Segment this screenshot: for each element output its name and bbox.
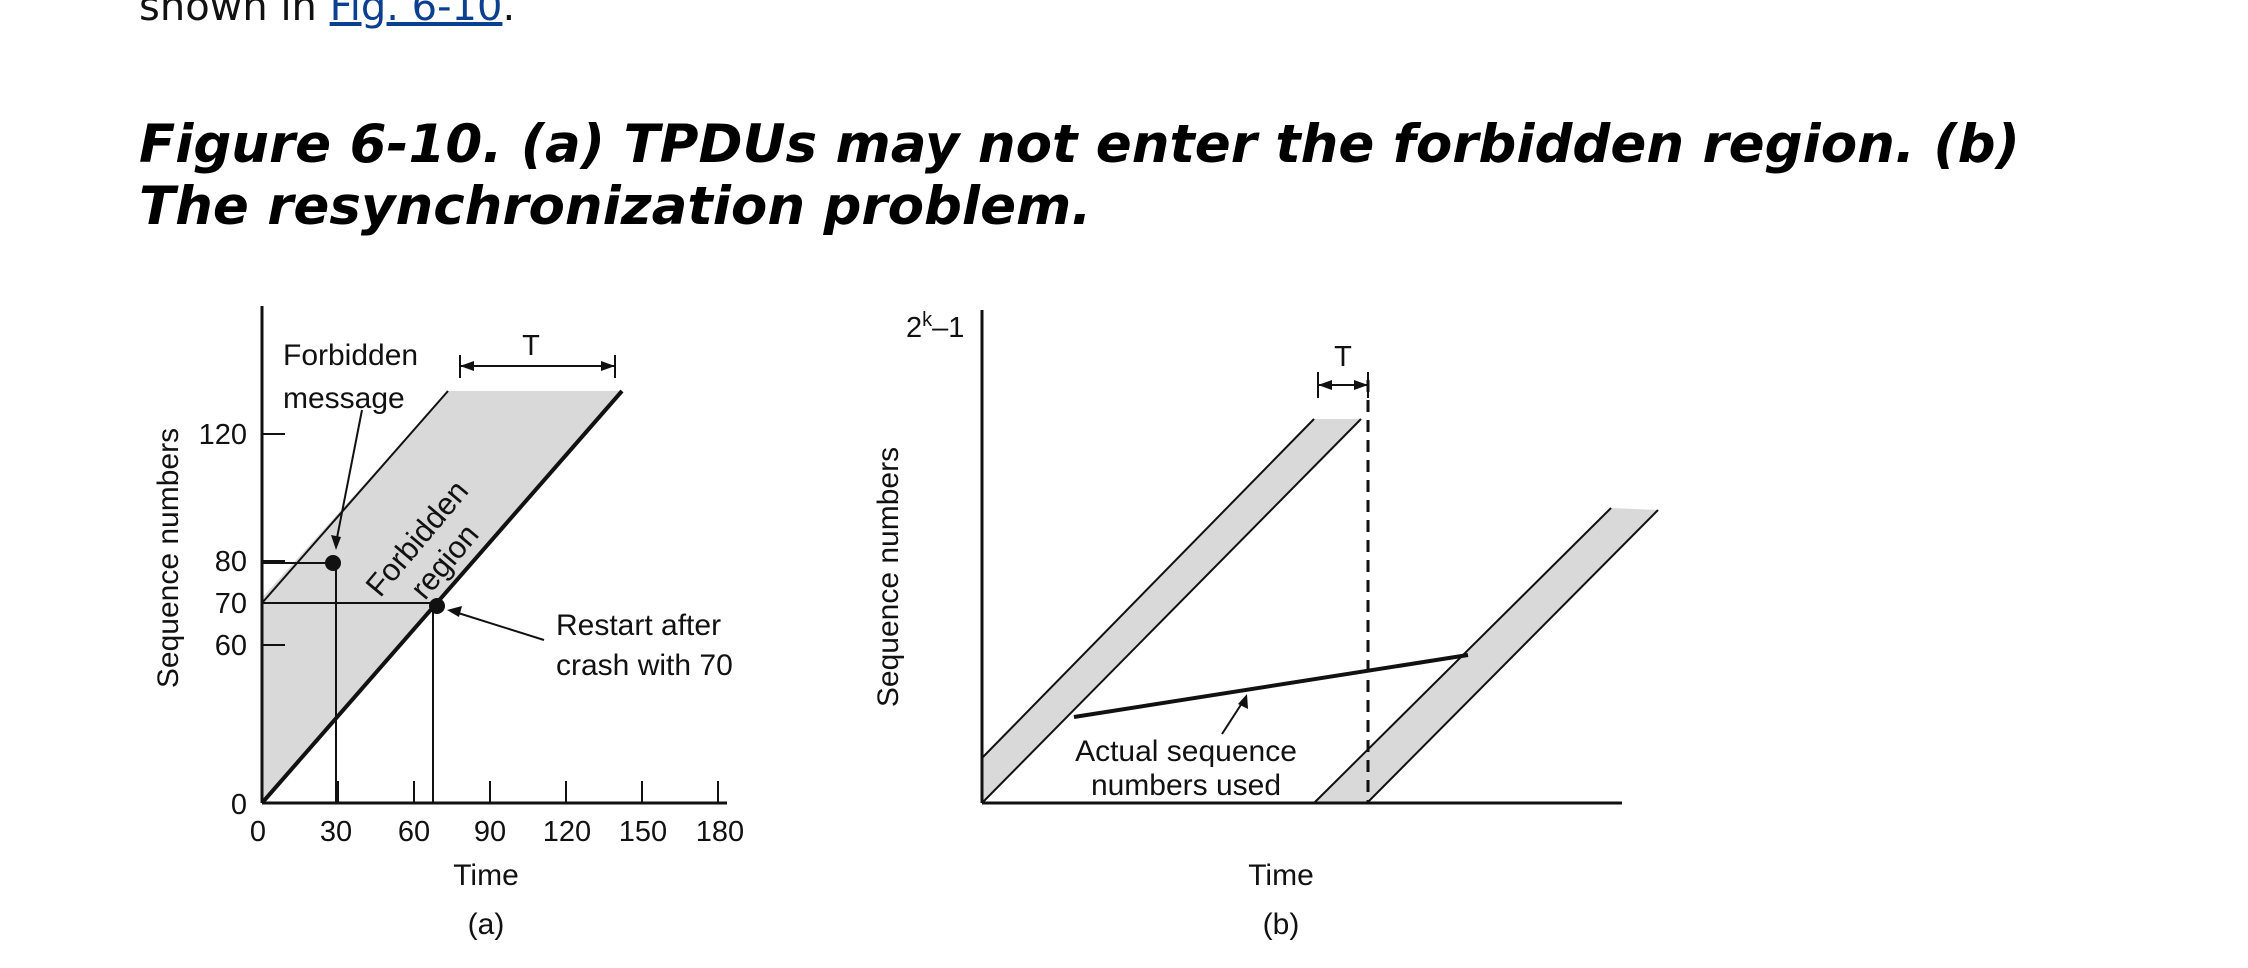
b-y-top-label: 2k–1 <box>906 309 964 344</box>
restart-label-1: Restart after <box>556 609 721 642</box>
b-actual-arrowhead <box>1238 694 1248 709</box>
b-t-arrow-left <box>1318 380 1332 390</box>
figure-a: T Forbidden message Forbidden region Res… <box>152 306 744 941</box>
a-ytick-label-0: 0 <box>231 789 247 821</box>
intro-suffix: . <box>502 0 516 30</box>
restart-point <box>429 598 445 614</box>
restart-arrow <box>454 611 545 641</box>
a-ytick-label-80: 80 <box>215 546 247 578</box>
restart-arrowhead <box>447 606 462 617</box>
a-xtick-label-120: 120 <box>543 816 591 848</box>
b-x-axis-label: Time <box>1248 859 1314 892</box>
a-y-axis-label: Sequence numbers <box>152 428 185 688</box>
figure-caption: Figure 6-10. (a) TPDUs may not enter the… <box>139 114 2020 237</box>
figure-b: T 2k–1 Actual sequence numbers used Time… <box>872 309 1659 941</box>
b-band-2 <box>1314 508 1658 803</box>
a-t-label: T <box>522 330 540 362</box>
b-actual-arrow <box>1221 699 1245 735</box>
a-panel-label: (a) <box>468 908 505 941</box>
forbidden-message-point <box>325 555 341 571</box>
b-band-1-upper <box>981 418 1315 759</box>
forbidden-message-arrow <box>335 409 363 544</box>
intro-prefix: shown in <box>139 0 330 30</box>
forbidden-message-label-1: Forbidden <box>283 339 418 372</box>
a-xtick-label-30: 30 <box>320 816 352 848</box>
b-y-top-base: 2 <box>906 312 922 344</box>
forbidden-message-arrowhead <box>331 535 341 550</box>
b-band-1-lower <box>981 418 1362 804</box>
a-ytick-label-60: 60 <box>215 630 247 662</box>
b-actual-label-1: Actual sequence <box>1075 735 1297 768</box>
a-main-diagonal <box>260 389 624 805</box>
restart-label-2: crash with 70 <box>556 649 733 682</box>
b-y-axis-label: Sequence numbers <box>872 447 905 707</box>
b-band-2-lower <box>1366 509 1659 804</box>
a-t-arrow-right <box>601 361 615 371</box>
forbidden-message-label-2: message <box>283 382 405 415</box>
a-ytick-label-120: 120 <box>199 419 247 451</box>
a-xtick-label-90: 90 <box>474 816 506 848</box>
a-upper-boundary <box>261 390 449 604</box>
a-xtick-label-180: 180 <box>696 816 744 848</box>
b-t-arrow-right <box>1354 380 1368 390</box>
a-x-axis-label: Time <box>453 859 519 892</box>
b-y-top-tail: –1 <box>932 312 964 344</box>
b-y-top-sup: k <box>922 309 933 331</box>
a-xtick-label-0: 0 <box>250 816 266 848</box>
b-panel-label: (b) <box>1263 908 1300 941</box>
b-actual-sequence-line <box>1073 653 1469 719</box>
b-t-label: T <box>1334 341 1352 373</box>
a-t-arrow-left <box>460 361 474 371</box>
intro-text: shown in Fig. 6-10. <box>139 0 515 31</box>
a-ytick-label-70: 70 <box>215 588 247 620</box>
figure-link[interactable]: Fig. 6-10 <box>329 0 503 30</box>
b-actual-label-2: numbers used <box>1091 769 1281 802</box>
a-xtick-label-150: 150 <box>619 816 667 848</box>
a-xtick-label-60: 60 <box>398 816 430 848</box>
